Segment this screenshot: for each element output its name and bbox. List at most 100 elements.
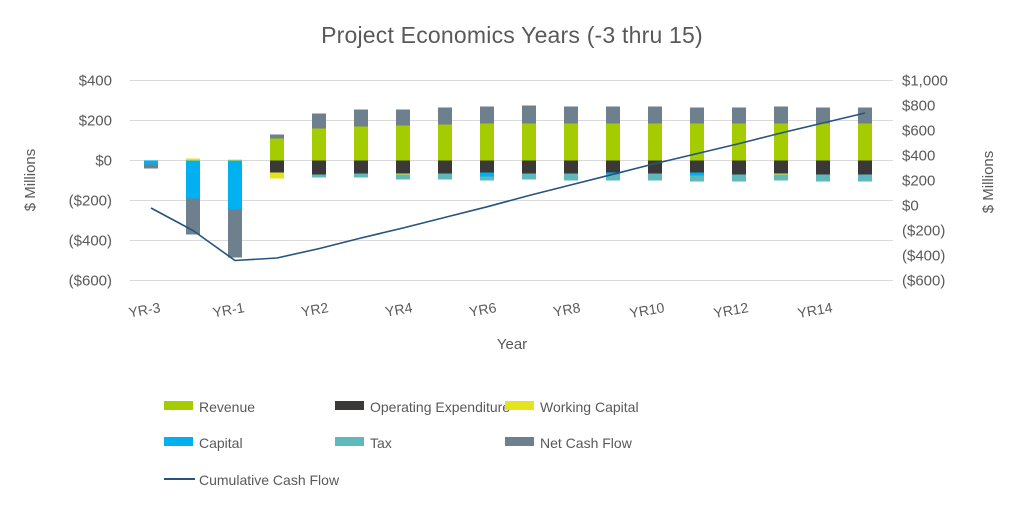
bar-segment-tax-YR9	[606, 174, 620, 181]
bar-segment-net-cash-flow-YR1	[270, 134, 284, 139]
bar-segment-net-cash-flow-YR3	[354, 109, 368, 127]
bar-segment-net-cash-flow-YR2	[312, 113, 326, 129]
bar-segment-net-cash-flow-YR8	[564, 106, 578, 124]
net-cash-flow-swatch-icon	[505, 437, 534, 446]
bar-segment-operating-expenditure-YR11	[690, 160, 704, 173]
bar-segment-tax-YR2	[312, 174, 326, 178]
tax-swatch-icon	[335, 437, 364, 446]
bar-segment-net-cash-flow-YR9	[606, 106, 620, 124]
bar-segment-tax-YR13	[774, 174, 788, 181]
legend-label: Net Cash Flow	[540, 435, 632, 451]
left-axis-tick-label: $400	[79, 73, 112, 90]
bar-segment-revenue-YR15	[858, 123, 872, 161]
legend-label: Capital	[199, 435, 243, 451]
bar-segment-operating-expenditure-YR15	[858, 160, 872, 175]
bar-segment-operating-expenditure-YR7	[522, 160, 536, 174]
bar-segment-revenue-YR12	[732, 123, 746, 161]
x-axis-tick-label: YR4	[384, 299, 414, 320]
legend-label: Working Capital	[540, 399, 639, 415]
right-axis-tick-label: $800	[902, 98, 935, 115]
x-axis-tick-label: YR14	[796, 299, 833, 321]
bar-segment-working-capital-YR-2	[186, 158, 200, 161]
bar-segment-net-cash-flow-YR5	[438, 107, 452, 125]
bar-segment-working-capital-YR13	[774, 173, 788, 175]
bar-segment-net-cash-flow-YR-2	[186, 198, 200, 235]
bar-segment-tax-YR7	[522, 173, 536, 180]
bar-segment-operating-expenditure-YR13	[774, 160, 788, 174]
right-axis-tick-label: $200	[902, 173, 935, 190]
bar-segment-working-capital-YR1	[270, 172, 284, 179]
bar-segment-net-cash-flow-YR4	[396, 109, 410, 126]
legend-label: Tax	[370, 435, 392, 451]
x-axis-tick-label: YR2	[300, 299, 330, 320]
bar-segment-revenue-YR11	[690, 123, 704, 161]
x-axis-tick-label: YR10	[628, 299, 665, 321]
bar-segment-operating-expenditure-YR9	[606, 160, 620, 173]
x-axis-title: Year	[496, 336, 528, 353]
cumulative-cash-flow-line	[150, 112, 866, 262]
bar-segment-working-capital-YR-1	[228, 159, 242, 161]
bar-segment-tax-YR8	[564, 173, 578, 181]
bar-segment-net-cash-flow-YR-1	[228, 209, 242, 258]
chart-title: Project Economics Years (-3 thru 15)	[321, 22, 703, 48]
bar-segment-revenue-YR13	[774, 123, 788, 161]
bar-segment-tax-YR5	[438, 173, 452, 180]
bar-segment-operating-expenditure-YR8	[564, 160, 578, 174]
x-axis-tick-label: YR8	[552, 299, 582, 320]
bar-segment-revenue-YR5	[438, 124, 452, 161]
right-axis-tick-label: $400	[902, 148, 935, 165]
bar-segment-net-cash-flow-YR14	[816, 107, 830, 124]
bar-segment-revenue-YR8	[564, 123, 578, 161]
bar-segment-tax-YR6	[480, 176, 494, 181]
bar-segment-capital-YR-3	[144, 160, 158, 165]
bar-segment-operating-expenditure-YR12	[732, 160, 746, 175]
bar-segment-capital-YR-1	[228, 160, 242, 210]
bar-segment-net-cash-flow-YR15	[858, 107, 872, 124]
right-axis-tick-label: $0	[902, 198, 919, 215]
bar-segment-operating-expenditure-YR6	[480, 160, 494, 173]
bar-segment-capital-YR-2	[186, 160, 200, 199]
bar-segment-net-cash-flow-YR11	[690, 107, 704, 124]
bar-segment-tax-YR4	[396, 174, 410, 180]
bar-segment-revenue-YR9	[606, 123, 620, 161]
bar-segment-working-capital-YR4	[396, 173, 410, 175]
cumulative-cash-flow-line-swatch-icon	[164, 478, 195, 480]
x-axis-tick-label: YR6	[468, 299, 498, 320]
right-axis-tick-label: ($200)	[902, 223, 945, 240]
x-axis-tick-label: YR-1	[211, 299, 245, 320]
working-capital-swatch-icon	[505, 401, 534, 410]
left-axis-tick-label: $200	[79, 113, 112, 130]
legend-label: Operating Expenditure	[370, 399, 511, 415]
bar-segment-capital-YR6	[480, 172, 494, 177]
left-axis-tick-label: ($600)	[69, 273, 112, 290]
right-axis-tick-label: ($600)	[902, 273, 945, 290]
bar-segment-tax-YR14	[816, 174, 830, 182]
revenue-swatch-icon	[164, 401, 193, 410]
bar-segment-operating-expenditure-YR3	[354, 160, 368, 174]
left-axis-tick-label: $0	[95, 153, 112, 170]
bar-segment-revenue-YR14	[816, 123, 830, 161]
bar-segment-capital-YR11	[690, 172, 704, 176]
bar-segment-tax-YR11	[690, 175, 704, 182]
operating-expenditure-swatch-icon	[335, 401, 364, 410]
bar-segment-net-cash-flow-YR6	[480, 106, 494, 124]
bar-segment-net-cash-flow-YR-3	[144, 164, 158, 169]
bar-segment-revenue-YR2	[312, 128, 326, 161]
bar-segment-operating-expenditure-YR2	[312, 160, 326, 175]
capital-swatch-icon	[164, 437, 193, 446]
bar-segment-operating-expenditure-YR14	[816, 160, 830, 175]
bar-segment-revenue-YR6	[480, 123, 494, 161]
left-axis-tick-label: ($200)	[69, 193, 112, 210]
bar-segment-operating-expenditure-YR4	[396, 160, 410, 174]
legend-label: Cumulative Cash Flow	[199, 472, 340, 488]
bar-segment-net-cash-flow-YR13	[774, 106, 788, 124]
bar-segment-revenue-YR1	[270, 138, 284, 161]
bar-segment-operating-expenditure-YR1	[270, 160, 284, 173]
bar-segment-net-cash-flow-YR10	[648, 106, 662, 124]
x-axis-tick-label: YR-3	[127, 299, 161, 320]
bar-segment-tax-YR15	[858, 174, 872, 182]
x-axis-tick-label: YR12	[712, 299, 749, 321]
bar-segment-net-cash-flow-YR7	[522, 105, 536, 124]
